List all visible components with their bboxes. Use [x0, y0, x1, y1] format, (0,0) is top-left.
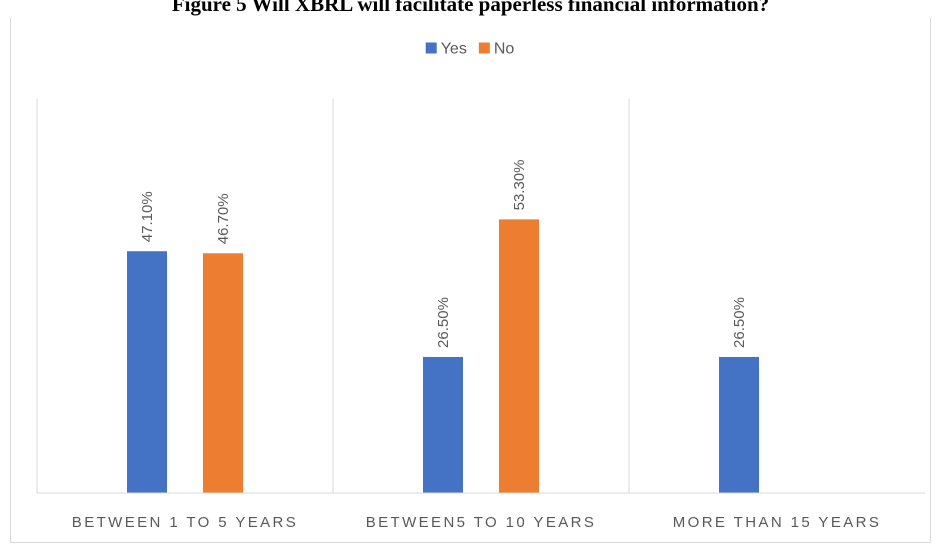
data-label-no-1: 46.70% [215, 193, 232, 244]
bar-yes-1 [127, 251, 167, 493]
figure-title: Figure 5 Will XBRL will facilitate paper… [0, 0, 941, 18]
category-separators [36, 99, 630, 493]
legend-label-yes: Yes [441, 41, 467, 58]
category-label-3: MORE THAN 15 YEARS [673, 514, 882, 531]
category-label-1: BETWEEN 1 TO 5 YEARS [72, 514, 298, 531]
category-label-2: BETWEEN5 TO 10 YEARS [366, 514, 597, 531]
data-label-no-2: 53.30% [511, 160, 528, 211]
chart-frame [10, 18, 931, 543]
category-labels: BETWEEN 1 TO 5 YEARS BETWEEN5 TO 10 YEARS… [72, 514, 882, 531]
legend-label-no: No [494, 41, 515, 58]
legend: Yes No [425, 41, 515, 58]
bar-yes-2 [423, 356, 463, 493]
data-label-yes-3: 26.50% [731, 297, 748, 348]
data-label-yes-2: 26.50% [435, 297, 452, 348]
legend-swatch-yes [425, 42, 437, 54]
figure-title-text: Figure 5 Will XBRL will facilitate paper… [171, 0, 770, 16]
bars [127, 219, 759, 494]
data-label-yes-1: 47.10% [139, 191, 156, 242]
legend-swatch-no [478, 42, 490, 54]
bar-yes-3 [719, 356, 759, 493]
bar-no-1 [203, 253, 243, 493]
data-labels: 47.10% 46.70% 26.50% 53.30% 26.50% [139, 160, 748, 348]
bar-no-2 [499, 219, 539, 494]
